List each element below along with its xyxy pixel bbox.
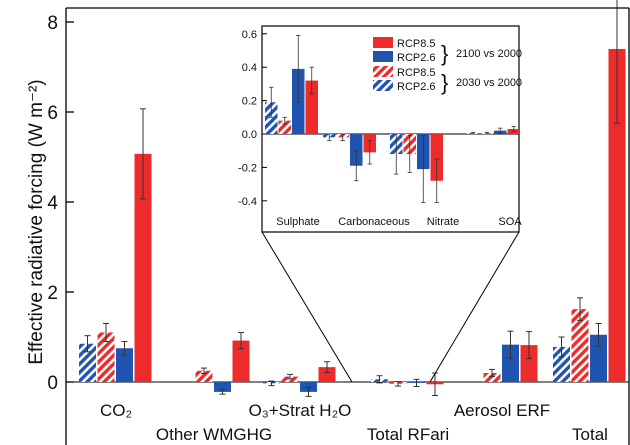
legend-label: RCP8.5 xyxy=(397,67,436,79)
legend-label: RCP2.6 xyxy=(397,52,436,64)
x-label-total: Total xyxy=(572,425,608,444)
inset-bars xyxy=(265,35,520,203)
inset-legend: RCP8.5 RCP2.6 RCP8.5 RCP2.6} 2100 vs 2000} 20… xyxy=(373,37,522,95)
legend-swatch-rcp8-5-hatched xyxy=(373,66,393,77)
legend-group-2100-vs-2000: 2100 vs 2000 xyxy=(456,48,522,60)
legend-group-2030-vs-2000: 2030 vs 2000 xyxy=(456,77,522,89)
inset-y-tick-label: 0.0 xyxy=(242,129,257,141)
inset-y-tick-label: 0.4 xyxy=(242,62,257,74)
inset-connector-left xyxy=(261,231,353,383)
bar-co-rcp2-6-2030-vs-2000 xyxy=(79,343,96,382)
x-label-other-wmghg: Other WMGHG xyxy=(156,425,272,444)
legend-swatch-rcp8-5 xyxy=(373,37,393,48)
bar-o-strat-h-o-rcp8-5-2100-vs-2000 xyxy=(318,367,336,382)
main-y-tick-label: 6 xyxy=(47,103,58,124)
bar-other-wmghg-rcp2-6-2100-vs-2000 xyxy=(214,382,231,392)
bar-co-rcp2-6-2100-vs-2000 xyxy=(116,348,133,382)
inset-bar-sulphate-rcp8-5-2100-vs-2000 xyxy=(305,80,318,134)
main-y-ticks: 0 2 4 6 8 xyxy=(47,13,74,394)
main-bars xyxy=(79,0,626,397)
main-y-tick-label: 2 xyxy=(47,283,58,304)
inset-y-tick-label: -0.2 xyxy=(238,162,257,174)
inset-x-label-soa: SOA xyxy=(498,216,522,228)
x-label-o-strat-h-o: O₃+Strat H₂O xyxy=(249,401,352,420)
inset-plot: -0.4 -0.2 0.0 0.2 0.4 0.6 Sulphate Carbonaceou… xyxy=(238,25,522,233)
bar-total-rcp2-6-2100-vs-2000 xyxy=(590,334,607,382)
x-label-total-rfari: Total RFari xyxy=(367,425,449,444)
inset-bar-nitrate-rcp8-5-2100-vs-2000 xyxy=(430,134,443,181)
inset-y-tick-label: 0.6 xyxy=(242,29,257,41)
legend-swatch-rcp2-6-hatched xyxy=(373,80,393,91)
bar-other-wmghg-rcp8-5-2100-vs-2000 xyxy=(232,340,250,382)
inset-x-label-carbonaceous: Carbonaceous xyxy=(338,216,410,228)
bar-total-rcp2-6-2030-vs-2000 xyxy=(553,346,570,382)
legend-label: RCP2.6 xyxy=(397,81,436,93)
bar-co-rcp8-5-2100-vs-2000 xyxy=(134,153,152,382)
inset-bar-carbonaceous-rcp2-6-2100-vs-2000 xyxy=(350,134,363,166)
bar-total-rcp8-5-2100-vs-2000 xyxy=(608,49,626,382)
legend-brace: } xyxy=(441,41,448,66)
inset-category-labels: Sulphate Carbonaceous Nitrate SOA xyxy=(276,216,522,228)
main-y-tick-label: 8 xyxy=(47,13,58,34)
main-y-tick-label: 0 xyxy=(47,373,58,394)
bar-aerosol-erf-rcp8-5-2100-vs-2000 xyxy=(520,345,538,382)
inset-bar-sulphate-rcp8-5-2030-vs-2000 xyxy=(278,120,291,134)
bar-total-rcp8-5-2030-vs-2000 xyxy=(571,309,589,382)
main-category-labels: CO₂ O₃+Strat H₂O Aerosol ERF Other WMGHG Tot… xyxy=(100,401,608,444)
main-plot-area: 0 2 4 6 8 CO₂ O₃+Strat H₂O Aerosol ERF Other WM… xyxy=(47,0,630,445)
inset-y-tick-label: -0.4 xyxy=(238,196,257,208)
inset-x-label-nitrate: Nitrate xyxy=(427,216,459,228)
legend-brace: } xyxy=(441,70,448,95)
bar-aerosol-erf-rcp8-5-2030-vs-2000 xyxy=(483,373,501,382)
bar-co-rcp8-5-2030-vs-2000 xyxy=(97,332,115,382)
inset-y-tick-label: 0.2 xyxy=(242,96,257,108)
x-label-aerosol-erf: Aerosol ERF xyxy=(454,401,550,420)
legend-swatch-rcp2-6 xyxy=(373,51,393,62)
bar-aerosol-erf-rcp2-6-2100-vs-2000 xyxy=(502,344,519,382)
inset-bar-sulphate-rcp2-6-2030-vs-2000 xyxy=(265,102,278,134)
bar-other-wmghg-rcp8-5-2030-vs-2000 xyxy=(195,370,213,382)
inset-connector-right xyxy=(429,231,520,383)
legend-label: RCP8.5 xyxy=(397,38,436,50)
main-y-tick-label: 4 xyxy=(47,193,58,214)
inset-x-label-sulphate: Sulphate xyxy=(276,216,319,228)
x-label-co: CO₂ xyxy=(100,401,132,420)
y-axis-label: Effective radiative forcing (W m⁻²) xyxy=(26,79,47,364)
